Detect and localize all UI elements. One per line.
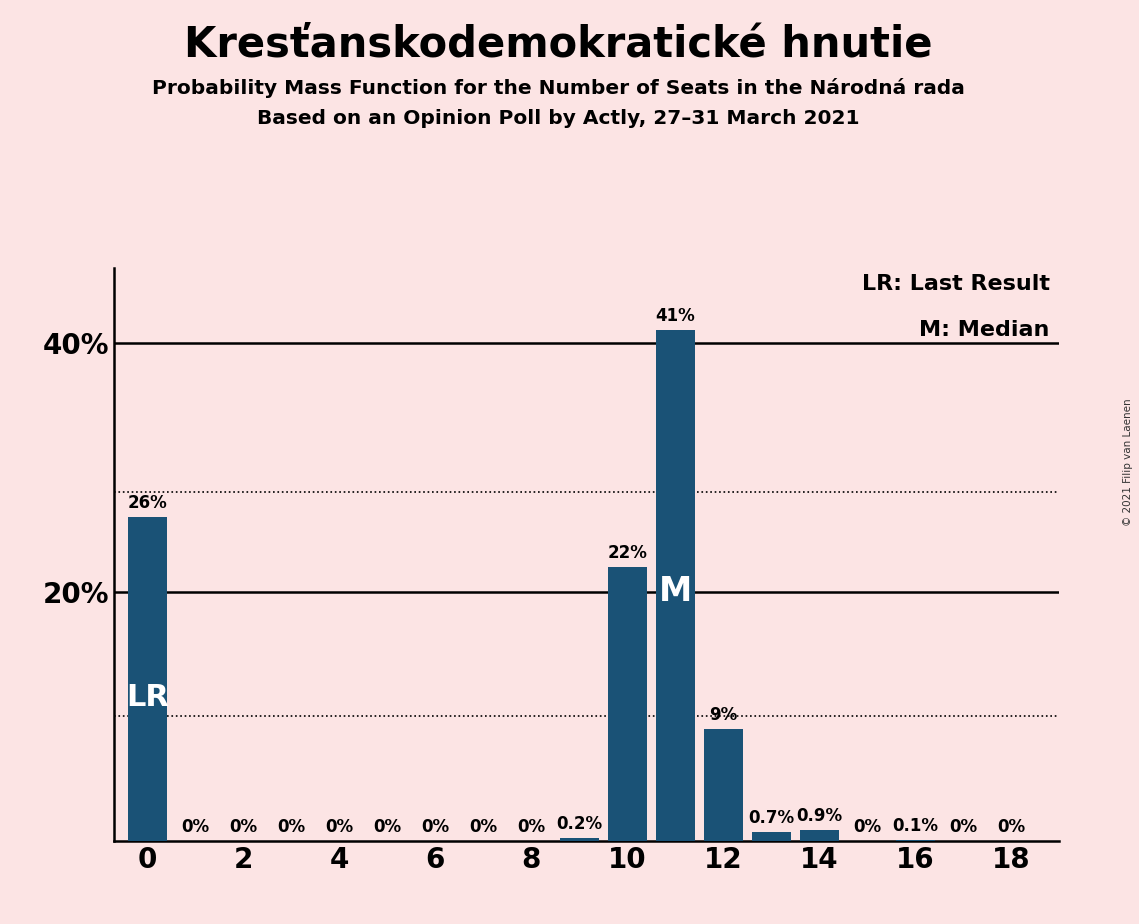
Text: LR: Last Result: LR: Last Result	[862, 274, 1050, 294]
Text: 26%: 26%	[128, 494, 167, 512]
Text: 0%: 0%	[181, 818, 210, 836]
Text: LR: LR	[126, 683, 169, 712]
Bar	[704, 729, 743, 841]
Bar	[752, 833, 790, 841]
Text: 0.2%: 0.2%	[556, 815, 603, 833]
Text: © 2021 Filip van Laenen: © 2021 Filip van Laenen	[1123, 398, 1133, 526]
Bar	[656, 330, 695, 841]
Text: 0%: 0%	[998, 818, 1025, 836]
Text: 0%: 0%	[374, 818, 401, 836]
Bar	[800, 830, 838, 841]
Text: Kresťanskodemokratické hnutie: Kresťanskodemokratické hnutie	[183, 23, 933, 65]
Text: 0.9%: 0.9%	[796, 807, 843, 824]
Text: 0.7%: 0.7%	[748, 809, 794, 827]
Bar	[608, 566, 647, 841]
Text: Probability Mass Function for the Number of Seats in the Národná rada: Probability Mass Function for the Number…	[151, 78, 965, 98]
Bar	[129, 517, 166, 841]
Text: 0%: 0%	[853, 818, 882, 836]
Text: 0%: 0%	[469, 818, 498, 836]
Text: 0%: 0%	[326, 818, 353, 836]
Text: 0%: 0%	[278, 818, 305, 836]
Text: 41%: 41%	[655, 308, 695, 325]
Text: 22%: 22%	[607, 544, 647, 562]
Text: 0.1%: 0.1%	[892, 817, 939, 834]
Text: 0%: 0%	[421, 818, 450, 836]
Text: Based on an Opinion Poll by Actly, 27–31 March 2021: Based on an Opinion Poll by Actly, 27–31…	[257, 109, 859, 128]
Text: M: Median: M: Median	[919, 320, 1050, 339]
Text: 9%: 9%	[710, 706, 737, 723]
Bar	[560, 838, 599, 841]
Text: 0%: 0%	[517, 818, 546, 836]
Text: M: M	[658, 576, 693, 608]
Text: 0%: 0%	[949, 818, 977, 836]
Text: 0%: 0%	[229, 818, 257, 836]
Bar	[896, 840, 934, 841]
